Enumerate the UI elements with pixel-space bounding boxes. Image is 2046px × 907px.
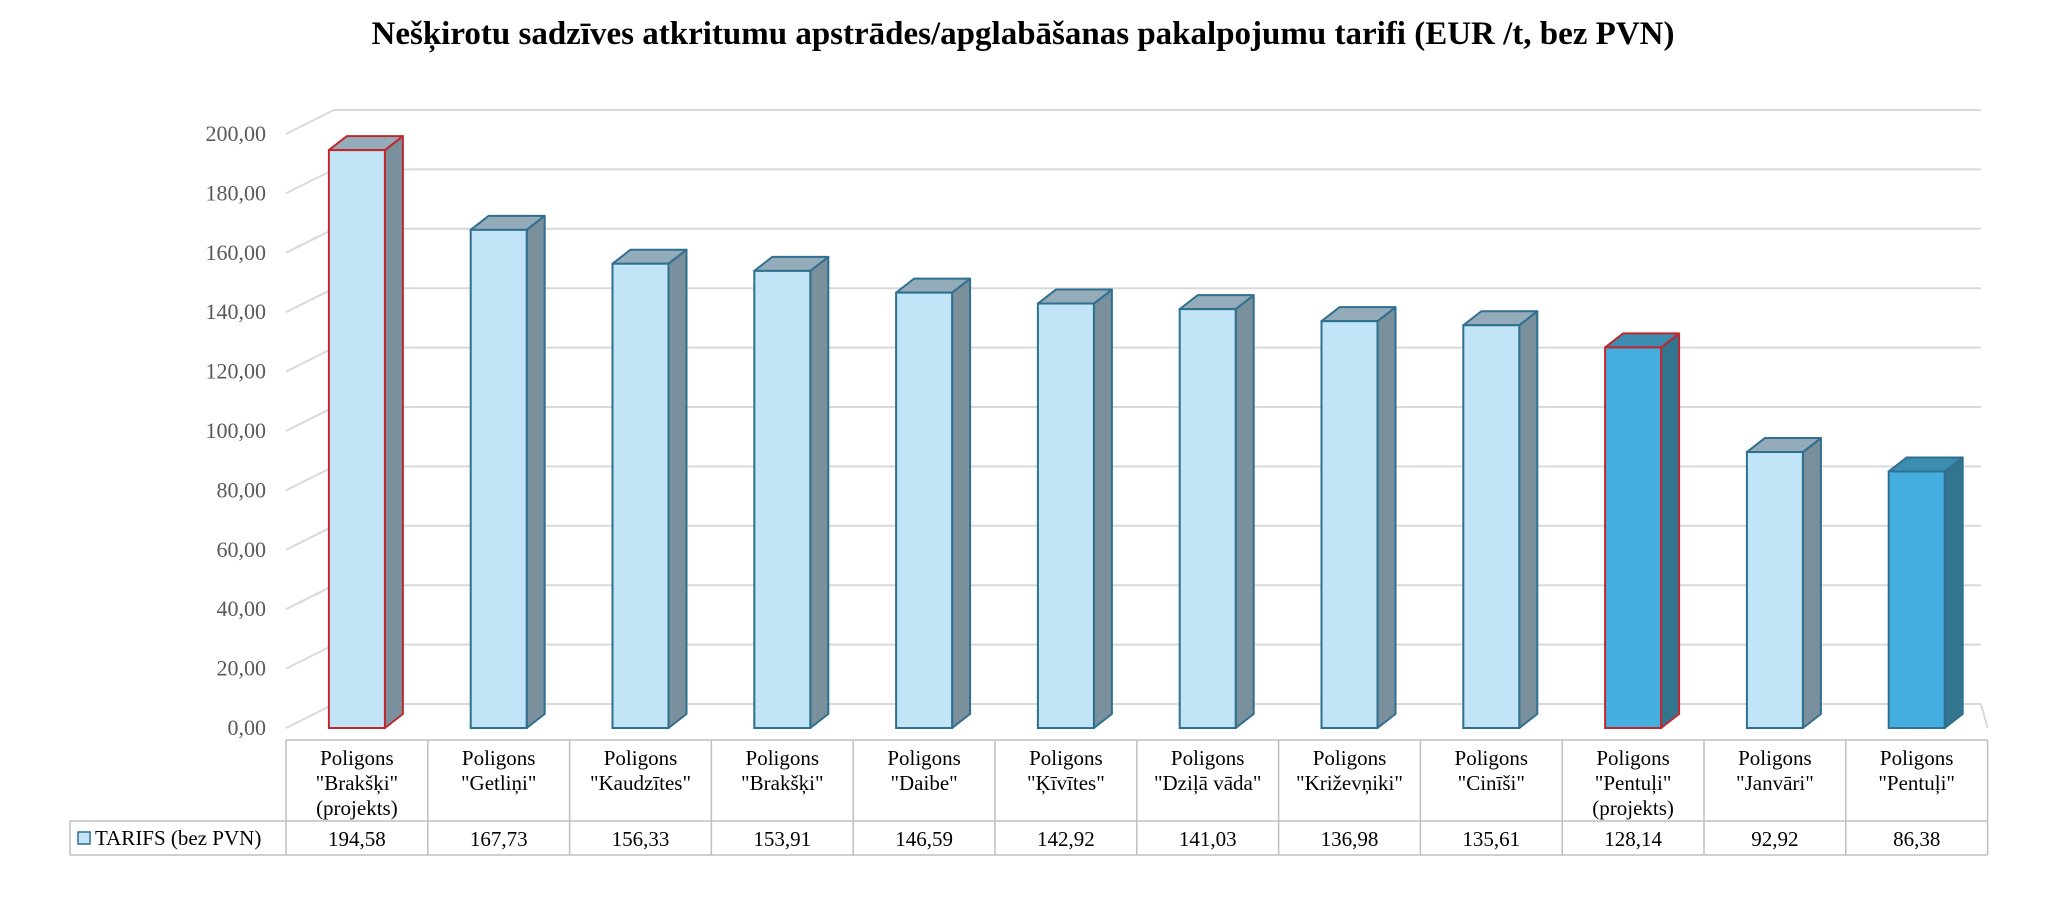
data-label: 194,58 xyxy=(328,827,386,851)
data-label: 135,61 xyxy=(1462,827,1520,851)
y-tick-label: 20,00 xyxy=(217,656,267,681)
category-label: Poligons "Cinīši" xyxy=(1455,746,1529,795)
y-tick-label: 140,00 xyxy=(206,299,267,324)
gridline-side xyxy=(285,703,335,729)
bar-front xyxy=(1745,451,1804,729)
gridline-side xyxy=(285,168,335,195)
bar-front xyxy=(1887,470,1946,729)
y-tick-label: 60,00 xyxy=(217,537,267,562)
data-label: 167,73 xyxy=(470,827,528,851)
y-tick-label: 0,00 xyxy=(228,715,267,740)
bars xyxy=(327,135,1964,730)
bar-front xyxy=(895,291,954,729)
bar-side xyxy=(1660,332,1681,729)
bar xyxy=(753,255,830,729)
gridline-side xyxy=(285,524,335,551)
legend-entry: TARIFS (bez PVN) xyxy=(95,826,261,850)
category-label: Poligons "Kaudzītes" xyxy=(590,746,691,795)
gridline-side xyxy=(285,109,335,135)
gridline-side xyxy=(285,406,335,432)
data-label: 128,14 xyxy=(1604,827,1662,851)
bar-side xyxy=(667,248,688,729)
data-label: 156,33 xyxy=(612,827,670,851)
data-label: 141,03 xyxy=(1179,827,1237,851)
y-tick-label: 160,00 xyxy=(206,240,267,265)
category-label: Poligons "Dziļā vāda" xyxy=(1154,746,1262,795)
category-label: Poligons "Getliņi" xyxy=(461,746,536,795)
bar xyxy=(1178,294,1255,729)
category-label: Poligons "Pentuļi" (projekts) xyxy=(1592,746,1674,820)
data-label: 153,91 xyxy=(753,827,811,851)
bar-front xyxy=(753,269,812,729)
bar-side xyxy=(1234,294,1255,729)
y-tick-label: 40,00 xyxy=(217,596,267,621)
category-label: Poligons "Janvāri" xyxy=(1736,746,1814,795)
category-label: Poligons "Pentuļi" xyxy=(1878,746,1955,795)
bar xyxy=(1604,332,1681,729)
y-tick-label: 180,00 xyxy=(206,180,267,205)
legend-swatch xyxy=(77,831,91,845)
category-label: Poligons "Ķīvītes" xyxy=(1027,746,1105,795)
bar-side xyxy=(383,135,404,729)
gridline-side xyxy=(285,465,335,492)
data-label: 92,92 xyxy=(1751,827,1798,851)
bar-side xyxy=(951,277,972,729)
bar-front xyxy=(469,228,528,730)
bar-front xyxy=(1036,302,1095,729)
bar-side xyxy=(1376,306,1397,729)
bar xyxy=(1320,306,1397,729)
category-label: Poligons "Daibe" xyxy=(887,746,961,795)
category-label: Poligons "Križevņiki" xyxy=(1296,746,1403,795)
gridline-side xyxy=(285,643,335,670)
gridline-side xyxy=(285,346,335,373)
bar-front xyxy=(1462,324,1521,729)
data-label: 136,98 xyxy=(1321,827,1379,851)
bar xyxy=(1036,288,1113,729)
bar-front xyxy=(1604,346,1663,729)
bar-front xyxy=(1178,308,1237,729)
bar xyxy=(1887,456,1964,729)
bar-side xyxy=(809,255,830,729)
bar xyxy=(327,135,404,729)
data-label: 86,38 xyxy=(1893,827,1940,851)
bar-side xyxy=(1518,310,1539,729)
category-label: Poligons "Brakšķi" xyxy=(741,746,823,795)
data-label: 146,59 xyxy=(895,827,953,851)
floor-edge xyxy=(1980,703,1989,729)
bar xyxy=(1745,437,1822,729)
bar-side xyxy=(1801,437,1822,729)
bar xyxy=(611,248,688,729)
bar-front xyxy=(611,262,670,729)
chart-title: Nešķirotu sadzīves atkritumu apstrādes/a… xyxy=(372,16,1675,53)
bar-side xyxy=(1943,456,1964,729)
bar-front xyxy=(327,149,386,729)
bar-side xyxy=(1092,288,1113,729)
data-table: Poligons "Brakšķi" (projekts) Poligons "Getl… xyxy=(69,739,1989,856)
bar-front xyxy=(1320,320,1379,729)
gridlines xyxy=(285,109,1989,729)
gridline-side xyxy=(285,227,335,254)
gridline-side xyxy=(285,287,335,314)
y-axis: 0,00 20,00 40,00 60,00 80,00 100,00 120,00 140,… xyxy=(206,121,267,740)
y-tick-label: 100,00 xyxy=(206,418,267,443)
bar xyxy=(1462,310,1539,729)
bar xyxy=(895,277,972,729)
y-tick-label: 80,00 xyxy=(217,477,267,502)
y-tick-label: 120,00 xyxy=(206,359,267,384)
y-tick-label: 200,00 xyxy=(206,121,267,146)
category-label: Poligons "Brakšķi" (projekts) xyxy=(316,746,398,820)
data-label: 142,92 xyxy=(1037,827,1095,851)
gridline-side xyxy=(285,584,335,611)
bar-side xyxy=(525,214,546,729)
bar xyxy=(469,214,546,730)
